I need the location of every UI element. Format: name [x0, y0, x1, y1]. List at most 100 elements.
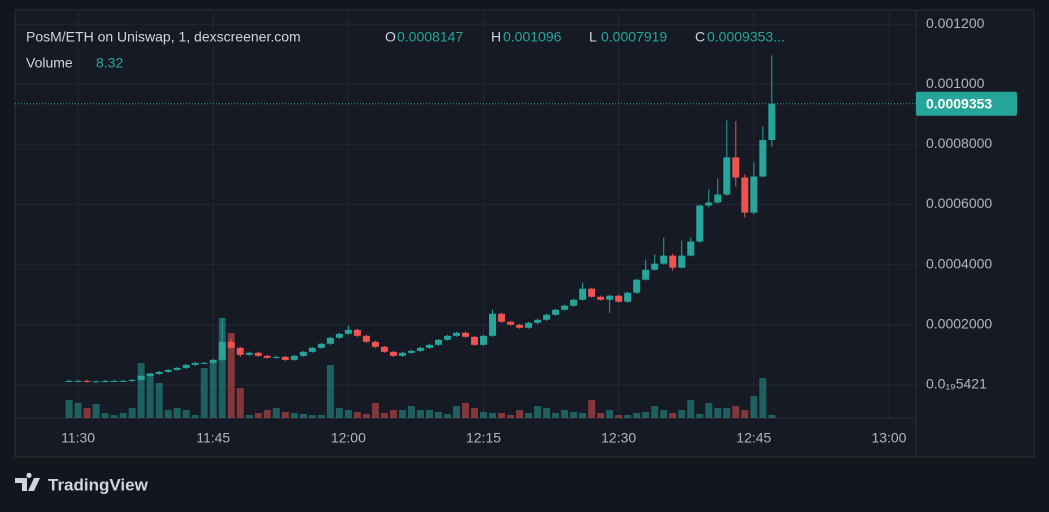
- candle-body: [227, 341, 235, 348]
- x-tick-label: 11:30: [61, 430, 95, 446]
- candle-body: [128, 379, 136, 381]
- volume-bar: [516, 409, 524, 418]
- chart-title: PosM/ETH on Uniswap, 1, dexscreener.com: [26, 29, 301, 45]
- candle-body: [119, 380, 127, 382]
- volume-bar: [128, 408, 136, 418]
- volume-bar: [317, 415, 325, 418]
- volume-bar: [407, 406, 415, 418]
- volume-bar: [227, 332, 235, 418]
- candle-body: [741, 177, 749, 213]
- candle-body: [651, 263, 659, 270]
- ohlc-key: H: [491, 29, 501, 45]
- logo-icon: [15, 472, 40, 491]
- volume-bar: [651, 406, 659, 418]
- volume-bar: [182, 409, 190, 418]
- candle-body: [471, 336, 479, 345]
- volume-bar: [561, 409, 569, 418]
- volume-bar: [236, 388, 244, 418]
- volume-bar: [660, 409, 668, 418]
- volume-bar: [633, 412, 641, 418]
- candle-body: [462, 332, 469, 337]
- x-tick-label: 12:30: [601, 430, 636, 446]
- candle-body: [534, 319, 542, 323]
- candle-body: [416, 347, 424, 351]
- volume-bar: [83, 408, 91, 418]
- candle-body: [389, 351, 397, 356]
- volume-bar: [371, 402, 379, 418]
- volume-bar: [101, 412, 109, 418]
- candle-body: [236, 347, 244, 355]
- candle-body: [480, 335, 488, 345]
- y-tick-label: 0.0004000: [926, 255, 992, 271]
- volume-bar: [110, 415, 118, 418]
- volume-bar: [759, 378, 767, 418]
- volume-bar: [164, 409, 172, 418]
- candle-body: [660, 255, 668, 264]
- volume-bar: [74, 402, 82, 418]
- volume-bar: [552, 412, 560, 418]
- candle-body: [687, 241, 695, 256]
- volume-bar: [543, 408, 551, 418]
- volume-bar: [642, 412, 650, 418]
- x-tick-label: 12:15: [466, 430, 501, 446]
- x-tick-label: 13:00: [871, 430, 906, 446]
- candle-body: [425, 344, 433, 348]
- candle-body: [452, 332, 460, 336]
- volume-bar: [705, 402, 713, 418]
- y-tick-label: 0.0002000: [926, 315, 992, 331]
- volume-bar: [299, 413, 307, 418]
- volume-bar: [326, 365, 334, 418]
- volume-bar: [606, 409, 614, 418]
- volume-bar: [380, 412, 388, 418]
- tradingview-logo: TradingView: [15, 472, 149, 494]
- ohlc-key: C: [695, 29, 705, 45]
- ohlc-value: 0.0009353...: [707, 29, 785, 45]
- last-price-box: [916, 91, 1017, 116]
- candle-body: [101, 380, 109, 382]
- x-tick-label: 11:45: [196, 430, 230, 446]
- candle-body: [92, 381, 100, 383]
- candle-body: [209, 359, 217, 363]
- candle-body: [633, 279, 641, 293]
- candle-body: [642, 269, 650, 280]
- volume-bar: [669, 412, 677, 418]
- volume-bar: [92, 403, 100, 418]
- candle-body: [290, 355, 298, 360]
- candle-body: [299, 351, 307, 356]
- candle-body: [164, 369, 172, 372]
- volume-bar: [443, 413, 451, 418]
- volume-bar: [498, 412, 506, 418]
- candle-body: [110, 380, 118, 382]
- chart-panel: [14, 9, 1035, 458]
- candle-body: [281, 356, 289, 360]
- volume-bar: [362, 413, 370, 418]
- volume-bar: [119, 412, 127, 418]
- y-tick-label: 0.0006000: [926, 195, 992, 211]
- candle-body: [146, 373, 154, 376]
- candle-body: [200, 362, 208, 364]
- candle-body: [516, 324, 524, 328]
- volume-bar: [678, 409, 686, 418]
- volume-bar: [452, 406, 460, 418]
- candle-body: [362, 335, 370, 342]
- candle-body: [407, 350, 415, 353]
- volume-bar: [696, 413, 704, 418]
- volume-bar: [471, 408, 479, 418]
- candle-body: [588, 288, 596, 297]
- candle-body: [732, 157, 740, 178]
- volume-bar: [489, 412, 497, 418]
- volume-bar: [434, 412, 442, 418]
- ohlc-value: 0.0007919: [601, 29, 667, 45]
- last-price-label: 0.0009353: [926, 95, 992, 111]
- y-tick-label: 0.0008000: [926, 135, 992, 151]
- candle-body: [74, 380, 82, 382]
- volume-bar: [353, 412, 361, 418]
- volume-bar: [344, 409, 352, 418]
- candle-body: [606, 295, 614, 300]
- candle-body: [579, 288, 587, 300]
- axes: 0.0₁₉5421 0.0002000 0.0004000 0.0006000 0.00…: [61, 15, 1017, 446]
- candle-body: [371, 341, 379, 347]
- volume-bar: [173, 408, 181, 418]
- candle-body: [317, 343, 325, 348]
